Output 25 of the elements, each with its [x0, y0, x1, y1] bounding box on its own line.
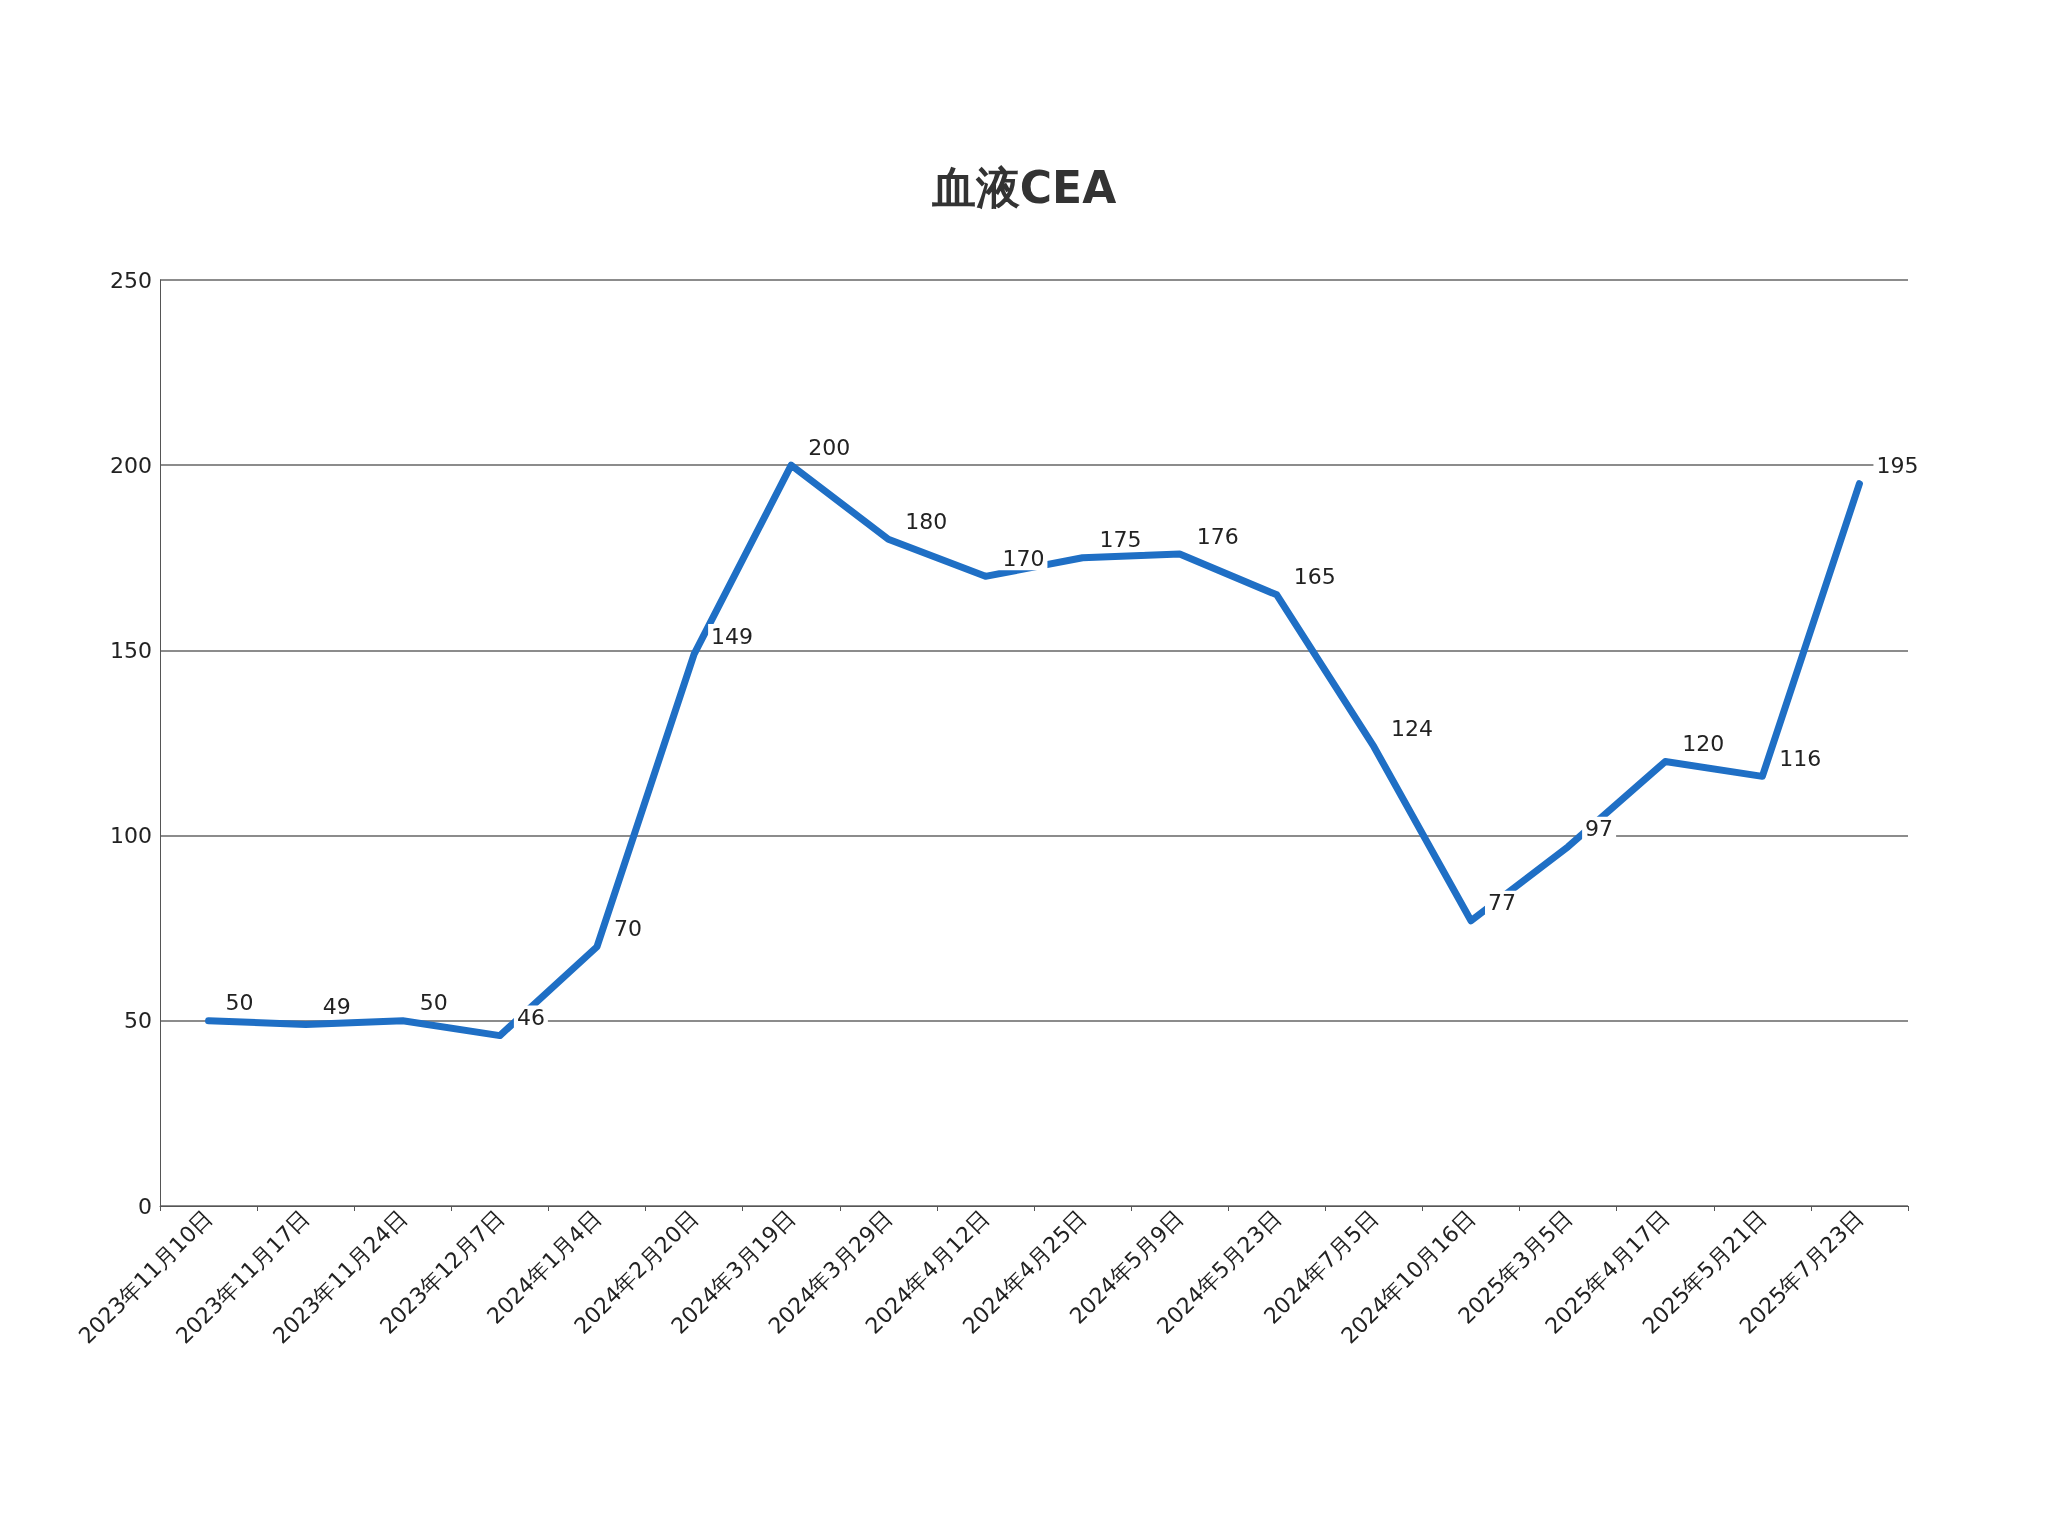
data-label: 200: [808, 434, 851, 460]
data-label: 165: [1293, 564, 1336, 590]
data-label: 176: [1196, 523, 1239, 549]
data-label: 70: [614, 916, 642, 942]
data-label: 195: [1876, 453, 1919, 479]
data-label: 77: [1488, 890, 1516, 916]
y-tick-label: 150: [110, 637, 152, 663]
data-label: 50: [419, 990, 448, 1016]
data-label: 175: [1099, 527, 1142, 553]
data-label: 170: [1002, 545, 1045, 571]
y-tick-label: 100: [110, 823, 152, 849]
data-label: 97: [1585, 816, 1614, 842]
y-tick-label: 250: [110, 267, 152, 293]
data-label: 120: [1682, 731, 1725, 757]
y-tick-label: 200: [110, 452, 152, 478]
data-label: 149: [711, 623, 754, 649]
data-label: 46: [516, 1005, 545, 1031]
y-tick-label: 50: [124, 1008, 152, 1034]
data-label: 124: [1390, 716, 1433, 742]
data-label: 180: [905, 508, 948, 534]
data-label: 49: [322, 994, 351, 1019]
data-label: 50: [225, 990, 254, 1016]
data-label: 116: [1779, 745, 1822, 771]
y-tick-label: 0: [138, 1193, 152, 1219]
chart-title: 血液CEA: [930, 161, 1117, 213]
